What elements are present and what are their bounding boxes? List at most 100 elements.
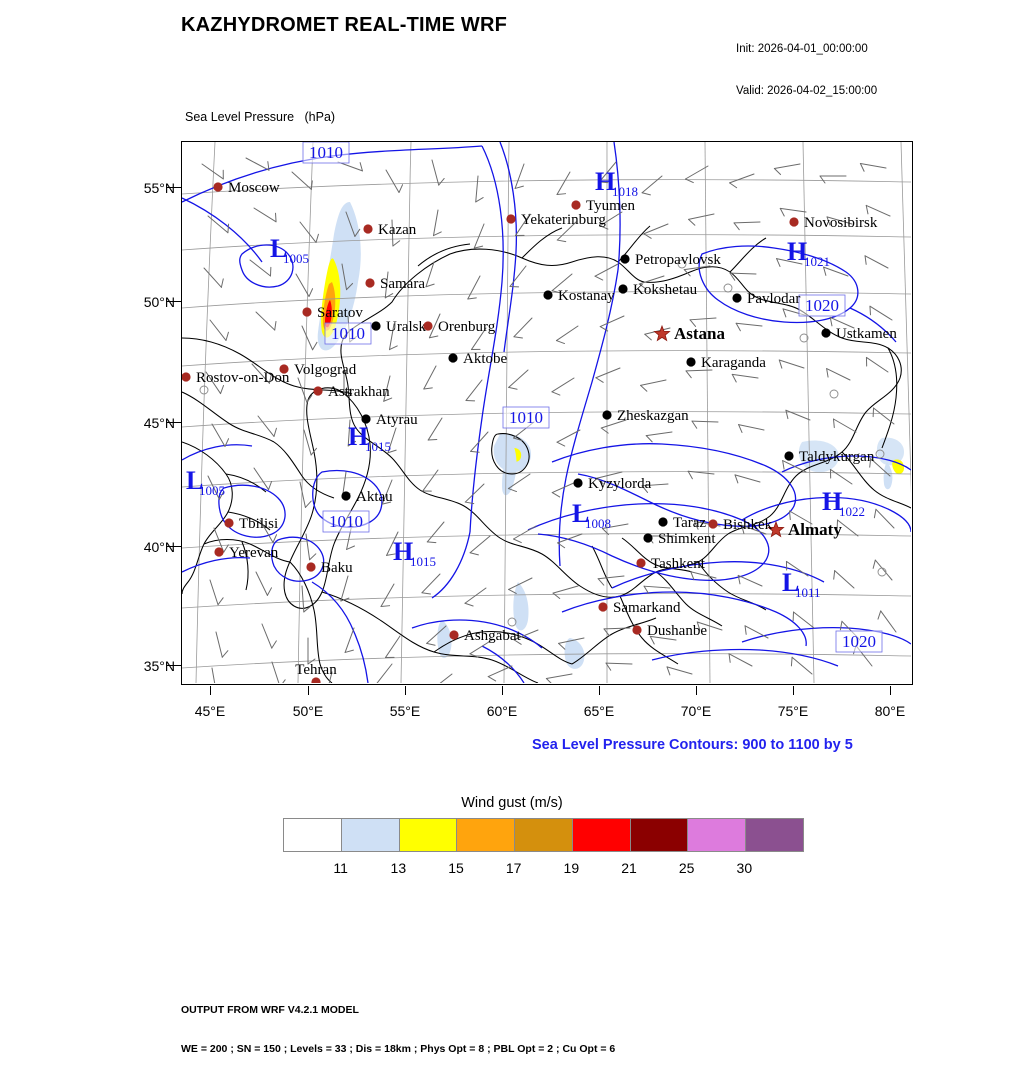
city-label: Yerevan — [229, 545, 279, 561]
city-samara[interactable]: Samara — [365, 276, 425, 292]
capital-star-icon — [653, 324, 671, 342]
wrf-forecast-page: KAZHYDROMET REAL-TIME WRF Init: 2026-04-… — [144, 14, 913, 1055]
city-ashgabat[interactable]: Ashgabat — [449, 628, 521, 644]
city-label: Samara — [380, 276, 425, 292]
colorbar-tick-15: 15 — [448, 860, 464, 876]
city-dot-red-icon — [365, 278, 375, 288]
city-dushanbe[interactable]: Dushanbe — [632, 623, 707, 639]
city-taraz[interactable]: Taraz — [658, 515, 706, 531]
city-shimkent[interactable]: Shimkent — [643, 531, 716, 547]
city-kyzylorda[interactable]: Kyzylorda — [573, 476, 652, 492]
city-tbilisi[interactable]: Tbilisi — [224, 516, 278, 532]
city-kostanay[interactable]: Kostanay — [543, 288, 615, 304]
city-petropavlovsk[interactable]: Petropavlovsk — [620, 252, 721, 268]
city-label: Atyrau — [376, 412, 418, 428]
city-bishkek[interactable]: Bishkek — [708, 517, 773, 533]
city-dot-black-icon — [573, 478, 583, 488]
city-dot-red-icon — [213, 182, 223, 192]
lon-label-50e: 50°E — [292, 703, 324, 719]
wind-gust-colorbar[interactable] — [283, 818, 804, 852]
valid-time: Valid: 2026-04-02_15:00:00 — [736, 85, 878, 97]
city-dot-black-icon — [620, 254, 630, 264]
city-label: Moscow — [228, 180, 280, 196]
city-label: Ashgabat — [464, 628, 521, 644]
lon-label-80e: 80°E — [874, 703, 906, 719]
model-footer: OUTPUT FROM WRF V4.2.1 MODEL WE = 200 ; … — [181, 978, 615, 1082]
forecast-map[interactable]: 1010 1010 1010 1020 1010 1020 L 1005 H 101… — [181, 141, 913, 685]
city-label: Kostanay — [558, 288, 615, 304]
colorbar-swatch-8 — [746, 819, 804, 851]
colorbar-title: Wind gust (m/s) — [461, 795, 563, 811]
city-volgograd[interactable]: Volgograd — [279, 362, 357, 378]
city-aktau[interactable]: Aktau — [341, 489, 393, 505]
city-label: Bishkek — [723, 517, 773, 533]
city-label: Ustkamen — [836, 326, 897, 342]
city-kokshetau[interactable]: Kokshetau — [618, 282, 698, 298]
city-moscow[interactable]: Moscow — [213, 180, 280, 196]
city-dot-black-icon — [341, 491, 351, 501]
city-dot-red-icon — [224, 518, 234, 528]
city-label: Petropavlovsk — [635, 252, 721, 268]
city-dot-red-icon — [598, 602, 608, 612]
city-zheskazgan[interactable]: Zheskazgan — [602, 408, 689, 424]
city-label: Rostov-on-Don — [196, 370, 290, 386]
lon-tick-60e — [502, 686, 504, 695]
city-yekaterinburg[interactable]: Yekaterinburg — [506, 212, 606, 228]
city-label: Tyumen — [586, 198, 635, 214]
city-label: Taldykurgan — [799, 449, 875, 465]
colorbar-tick-21: 21 — [621, 860, 637, 876]
city-label: Yekaterinburg — [521, 212, 606, 228]
lat-tick-40n — [167, 546, 181, 548]
city-saratov[interactable]: Saratov — [302, 305, 363, 321]
svg-text:1010: 1010 — [329, 512, 363, 531]
colorbar-swatch-7 — [688, 819, 747, 851]
city-baku[interactable]: Baku — [306, 560, 353, 576]
city-dot-red-icon — [708, 519, 718, 529]
city-orenburg[interactable]: Orenburg — [423, 319, 496, 335]
calm-station-markers — [199, 259, 887, 627]
city-rostov-on-don[interactable]: Rostov-on-Don — [182, 370, 290, 386]
city-pavlodar[interactable]: Pavlodar — [732, 291, 800, 307]
city-karaganda[interactable]: Karaganda — [686, 355, 766, 371]
colorbar-tick-30: 30 — [736, 860, 753, 876]
city-dot-black-icon — [361, 414, 371, 424]
city-astana[interactable]: Astana — [653, 324, 726, 343]
city-dot-black-icon — [821, 328, 831, 338]
svg-text:1015: 1015 — [410, 554, 436, 569]
city-kazan[interactable]: Kazan — [363, 222, 417, 238]
city-aktobe[interactable]: Aktobe — [448, 351, 508, 367]
city-dot-red-icon — [789, 217, 799, 227]
city-label: Uralsk — [386, 319, 426, 335]
city-dot-red-icon — [449, 630, 459, 640]
city-ustkamen[interactable]: Ustkamen — [821, 326, 897, 342]
city-label: Kazan — [378, 222, 417, 238]
city-label: Zheskazgan — [617, 408, 689, 424]
city-samarkand[interactable]: Samarkand — [598, 600, 681, 616]
city-astrakhan[interactable]: Astrakhan — [313, 384, 390, 400]
city-novosibirsk[interactable]: Novosibirsk — [789, 215, 878, 231]
city-yerevan[interactable]: Yerevan — [214, 545, 279, 561]
city-tyumen[interactable]: Tyumen — [571, 198, 635, 214]
city-uralsk[interactable]: Uralsk — [371, 319, 426, 335]
city-dot-red-icon — [313, 386, 323, 396]
city-label: Dushanbe — [647, 623, 707, 639]
lon-tick-65e — [599, 686, 601, 695]
lon-label-70e: 70°E — [680, 703, 712, 719]
city-taldykurgan[interactable]: Taldykurgan — [784, 449, 875, 465]
lat-tick-55n — [167, 187, 181, 189]
city-dot-black-icon — [543, 290, 553, 300]
svg-text:H: H — [595, 167, 615, 196]
city-tehran[interactable]: Tehran — [295, 662, 337, 683]
city-dot-red-icon — [311, 677, 321, 683]
city-dot-red-icon — [571, 200, 581, 210]
svg-text:H: H — [348, 422, 368, 451]
city-tashkent[interactable]: Tashkent — [636, 556, 706, 572]
lon-label-65e: 65°E — [583, 703, 615, 719]
svg-text:1011: 1011 — [795, 585, 821, 600]
city-almaty[interactable]: Almaty — [767, 520, 842, 539]
city-label: Volgograd — [294, 362, 357, 378]
city-label: Karaganda — [701, 355, 766, 371]
lon-tick-75e — [793, 686, 795, 695]
city-atyrau[interactable]: Atyrau — [361, 412, 418, 428]
